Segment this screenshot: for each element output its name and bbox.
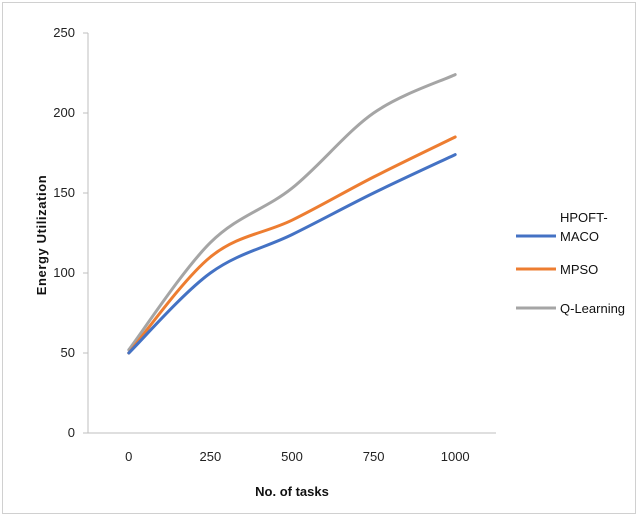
series-line-hpoft-maco <box>127 153 457 355</box>
legend-label-mpso: MPSO <box>560 262 598 277</box>
series-lines <box>127 73 457 355</box>
y-tick-label: 250 <box>53 25 75 40</box>
series-line-q-learning <box>127 73 457 352</box>
x-axis-title: No. of tasks <box>255 484 329 499</box>
y-tick-label: 0 <box>68 425 75 440</box>
y-tick-label: 100 <box>53 265 75 280</box>
x-tick-label: 1000 <box>441 449 470 464</box>
legend: HPOFT-MACO MPSO Q-Learning <box>516 210 625 316</box>
y-axis: 0 50 100 150 200 250 <box>53 25 89 440</box>
y-tick-label: 50 <box>61 345 75 360</box>
y-tick-label: 200 <box>53 105 75 120</box>
x-axis: 0 250 500 750 1000 <box>88 432 496 464</box>
legend-label-hpoft-maco: HPOFT-MACO <box>560 210 608 244</box>
y-axis-title: Energy Utilization <box>34 175 49 296</box>
x-tick-label: 0 <box>125 449 132 464</box>
series-line-mpso <box>127 135 457 355</box>
x-tick-label: 250 <box>200 449 222 464</box>
x-tick-label: 750 <box>363 449 385 464</box>
chart-frame <box>2 2 636 514</box>
x-tick-label: 500 <box>281 449 303 464</box>
y-tick-label: 150 <box>53 185 75 200</box>
legend-label-q-learning: Q-Learning <box>560 301 625 316</box>
